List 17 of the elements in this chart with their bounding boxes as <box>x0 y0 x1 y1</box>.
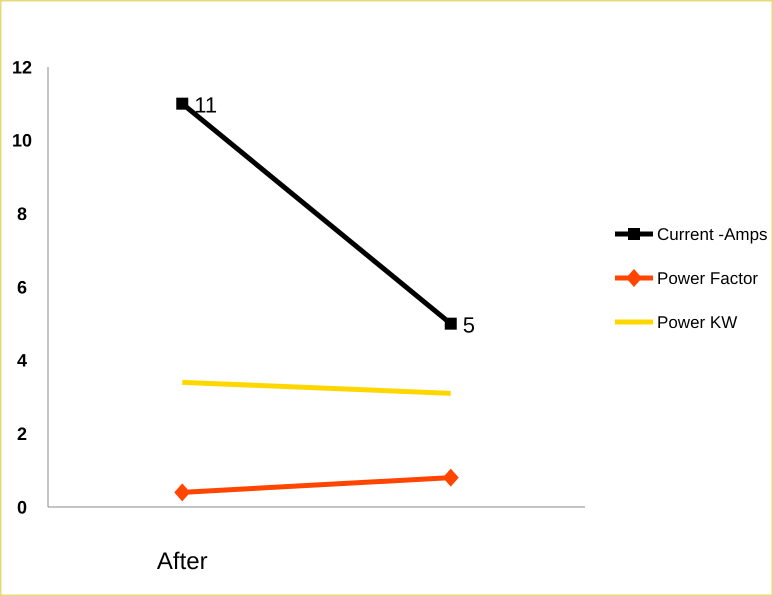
y-tick-label: 0 <box>16 497 28 518</box>
point <box>442 468 459 487</box>
data-label: 5 <box>462 312 475 338</box>
y-tick-label: 2 <box>16 424 28 444</box>
y-tick-label: 6 <box>16 277 28 298</box>
point <box>174 483 190 502</box>
legend-label: Current -Amps <box>657 224 768 244</box>
legend-label: Power KW <box>657 312 738 332</box>
y-tick-label: 8 <box>16 204 28 224</box>
y-tick-label: 12 <box>12 57 32 78</box>
data-label: 11 <box>194 92 218 118</box>
point <box>176 98 188 110</box>
point <box>444 318 457 330</box>
y-tick-label: 4 <box>16 350 28 371</box>
legend-label: Power Factor <box>657 268 758 288</box>
x-tick-label: After <box>156 548 208 575</box>
y-tick-label: 10 <box>12 130 32 151</box>
